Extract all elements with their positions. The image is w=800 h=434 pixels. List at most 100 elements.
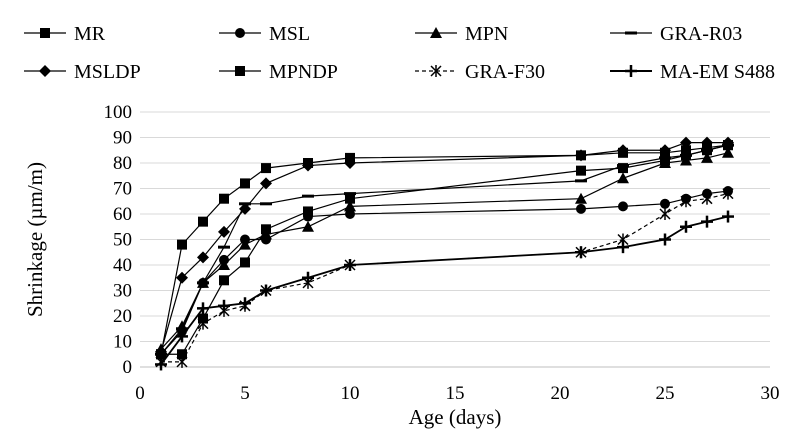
data-point <box>344 192 356 196</box>
legend-label: MA-EM S488 <box>660 61 775 83</box>
legend-label: MPN <box>465 23 508 45</box>
data-point <box>218 299 230 312</box>
x-tick-label: 25 <box>656 383 675 404</box>
series-mpn <box>155 146 734 355</box>
data-point <box>344 157 356 169</box>
x-tick-label: 5 <box>240 383 250 404</box>
data-point <box>197 302 209 315</box>
series-line <box>161 193 729 363</box>
legend-item: GRA-R03 <box>610 23 742 45</box>
data-point <box>680 136 692 149</box>
data-point <box>575 179 587 183</box>
data-point <box>260 284 272 297</box>
data-point <box>260 177 272 190</box>
data-point <box>723 140 733 151</box>
legend-marker <box>235 28 245 38</box>
data-point <box>176 327 188 331</box>
data-point <box>239 202 251 215</box>
data-point <box>681 145 691 156</box>
data-point <box>239 238 251 250</box>
legend-item: MPN <box>415 23 508 45</box>
data-point <box>576 203 586 214</box>
data-point <box>618 201 628 212</box>
y-tick-label: 60 <box>113 204 132 225</box>
data-point <box>197 317 209 330</box>
series-gra-f30 <box>155 187 734 368</box>
legend-item: GRA-F30 <box>415 61 545 83</box>
data-point <box>176 355 188 368</box>
legend-item: MSLDP <box>24 61 141 83</box>
data-point <box>197 251 209 264</box>
series-msldp <box>155 136 734 358</box>
y-tick-label: 50 <box>113 230 132 251</box>
data-point <box>680 220 692 233</box>
y-tick-label: 30 <box>113 281 132 302</box>
x-tick-label: 10 <box>341 383 360 404</box>
y-tick-label: 20 <box>113 306 132 327</box>
legend-label: MR <box>74 23 106 45</box>
data-point <box>155 358 167 371</box>
legend-marker <box>39 65 51 77</box>
data-point <box>659 208 671 220</box>
data-point <box>576 165 586 176</box>
data-point <box>659 233 671 246</box>
data-point <box>722 146 734 158</box>
series-layer <box>155 136 734 371</box>
legend-marker <box>430 65 442 77</box>
data-point <box>198 216 208 227</box>
legend-item: MPNDP <box>219 61 338 83</box>
data-point <box>303 206 313 217</box>
data-point <box>240 257 250 268</box>
data-point <box>176 330 188 343</box>
y-tick-label: 80 <box>113 153 132 174</box>
data-point <box>617 241 629 254</box>
legend-label: MSLDP <box>74 61 141 83</box>
legend-item: MR <box>24 23 106 45</box>
legend-item: MA-EM S488 <box>610 61 775 83</box>
series-mr <box>156 140 733 360</box>
data-point <box>302 220 314 232</box>
data-point <box>660 155 670 166</box>
data-point <box>344 200 356 212</box>
y-tick-label: 70 <box>113 179 132 200</box>
y-tick-label: 40 <box>113 255 132 276</box>
data-point <box>239 297 251 310</box>
data-point <box>701 151 713 163</box>
legend-label: GRA-F30 <box>465 61 545 83</box>
data-point <box>197 281 209 285</box>
legend-marker <box>625 65 637 77</box>
data-point <box>701 215 713 228</box>
data-point <box>575 192 587 204</box>
x-axis-title: Age (days) <box>409 405 502 429</box>
series-ma-em-s488 <box>155 210 734 371</box>
series-line <box>160 190 729 355</box>
legend-marker <box>430 27 442 38</box>
data-point <box>177 349 187 360</box>
data-point <box>261 224 271 235</box>
y-tick-label: 0 <box>123 357 133 378</box>
data-point <box>219 275 229 286</box>
data-point <box>219 193 229 204</box>
y-tick-label: 10 <box>113 332 132 353</box>
data-point <box>261 163 271 174</box>
legend-label: MSL <box>269 23 310 45</box>
legend: MR MSL MPN GRA-R03 MSLDP MPNDP GRA-F30 MA-EM S4… <box>24 23 775 83</box>
data-point <box>302 271 314 284</box>
y-tick-label: 100 <box>104 102 133 123</box>
x-tick-label: 20 <box>551 383 570 404</box>
series-line <box>160 144 729 355</box>
legend-marker <box>40 28 50 38</box>
x-tick-label: 15 <box>446 383 465 404</box>
legend-label: GRA-R03 <box>660 23 742 45</box>
data-point <box>218 245 230 249</box>
data-point <box>575 149 587 162</box>
data-point <box>218 225 230 238</box>
data-point <box>617 172 629 184</box>
data-point <box>575 246 587 259</box>
data-point <box>659 144 671 157</box>
series-line <box>161 144 729 355</box>
data-point <box>345 193 355 204</box>
data-point <box>302 194 314 198</box>
data-point <box>344 259 356 271</box>
